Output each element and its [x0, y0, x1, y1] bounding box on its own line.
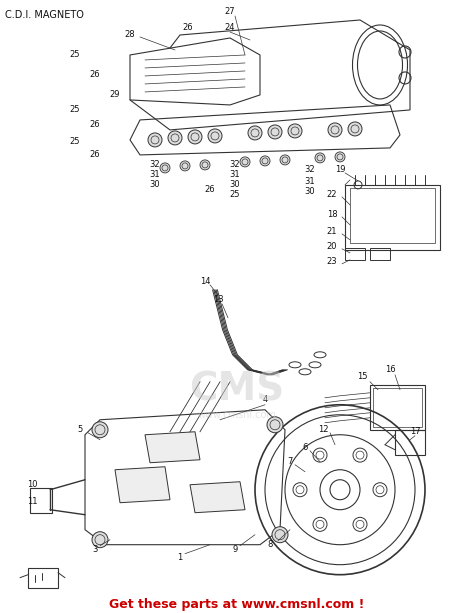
- Circle shape: [200, 160, 210, 170]
- Text: 31: 31: [230, 170, 240, 180]
- Circle shape: [248, 126, 262, 140]
- Bar: [370, 385, 425, 430]
- Text: 8: 8: [267, 540, 273, 549]
- Circle shape: [188, 130, 202, 144]
- Text: 28: 28: [125, 31, 135, 39]
- Circle shape: [168, 131, 182, 145]
- Circle shape: [267, 417, 283, 433]
- Text: 11: 11: [27, 497, 37, 506]
- Text: 6: 6: [302, 443, 308, 452]
- Bar: [28, 568, 58, 588]
- Text: 31: 31: [305, 177, 315, 186]
- Text: 13: 13: [213, 295, 223, 304]
- Text: 22: 22: [327, 191, 337, 199]
- Text: 12: 12: [318, 425, 328, 434]
- Text: 5: 5: [77, 425, 82, 434]
- Text: 3: 3: [92, 545, 98, 554]
- Circle shape: [92, 531, 108, 547]
- Text: www.cmsnl.com: www.cmsnl.com: [198, 409, 276, 420]
- Polygon shape: [145, 432, 200, 463]
- Text: 30: 30: [305, 188, 315, 196]
- Text: 26: 26: [205, 185, 215, 194]
- Circle shape: [288, 124, 302, 138]
- Text: 7: 7: [287, 457, 292, 466]
- Text: 32: 32: [305, 166, 315, 175]
- Circle shape: [268, 125, 282, 139]
- Circle shape: [335, 152, 345, 162]
- Circle shape: [92, 422, 108, 438]
- Bar: [395, 430, 425, 455]
- Text: 19: 19: [335, 166, 345, 175]
- Text: 9: 9: [232, 545, 237, 554]
- Text: 26: 26: [182, 23, 193, 32]
- Bar: [345, 248, 365, 260]
- Bar: [350, 188, 435, 243]
- Bar: [373, 388, 422, 427]
- Text: 29: 29: [110, 91, 120, 99]
- Text: 15: 15: [357, 372, 367, 381]
- Bar: [345, 185, 440, 250]
- Text: Get these parts at www.cmsnl.com !: Get these parts at www.cmsnl.com !: [109, 598, 365, 611]
- Circle shape: [315, 153, 325, 163]
- Text: 26: 26: [90, 150, 100, 159]
- Circle shape: [272, 527, 288, 543]
- Text: 10: 10: [27, 480, 37, 489]
- Bar: [30, 488, 52, 512]
- Circle shape: [348, 122, 362, 136]
- Circle shape: [208, 129, 222, 143]
- Circle shape: [280, 155, 290, 165]
- Circle shape: [260, 156, 270, 166]
- Text: 23: 23: [327, 257, 337, 267]
- Text: 26: 26: [90, 120, 100, 129]
- Text: 24: 24: [225, 23, 235, 32]
- Circle shape: [240, 157, 250, 167]
- Text: 32: 32: [230, 161, 240, 169]
- Circle shape: [148, 133, 162, 147]
- Text: 16: 16: [385, 365, 395, 375]
- Text: 1: 1: [177, 553, 182, 562]
- Text: 25: 25: [70, 105, 80, 115]
- Text: 25: 25: [230, 191, 240, 199]
- Text: 30: 30: [150, 180, 160, 189]
- Text: 14: 14: [200, 277, 210, 286]
- Text: 26: 26: [90, 70, 100, 80]
- Polygon shape: [130, 38, 260, 105]
- Text: 18: 18: [327, 210, 337, 219]
- Text: 25: 25: [70, 50, 80, 59]
- Text: 17: 17: [410, 427, 420, 436]
- Text: 31: 31: [150, 170, 160, 180]
- Bar: [370, 248, 390, 260]
- Text: C.D.I. MAGNETO: C.D.I. MAGNETO: [5, 10, 84, 20]
- Bar: [0, 595, 474, 612]
- Polygon shape: [115, 466, 170, 503]
- Text: 21: 21: [327, 227, 337, 237]
- Polygon shape: [190, 482, 245, 512]
- Text: 32: 32: [150, 161, 160, 169]
- Circle shape: [180, 161, 190, 171]
- Circle shape: [328, 123, 342, 137]
- Text: 30: 30: [230, 180, 240, 189]
- Text: 27: 27: [225, 7, 235, 17]
- Text: 20: 20: [327, 242, 337, 251]
- Circle shape: [160, 163, 170, 173]
- Text: CMS: CMS: [190, 371, 284, 409]
- Text: 4: 4: [263, 395, 268, 405]
- Text: 25: 25: [70, 137, 80, 147]
